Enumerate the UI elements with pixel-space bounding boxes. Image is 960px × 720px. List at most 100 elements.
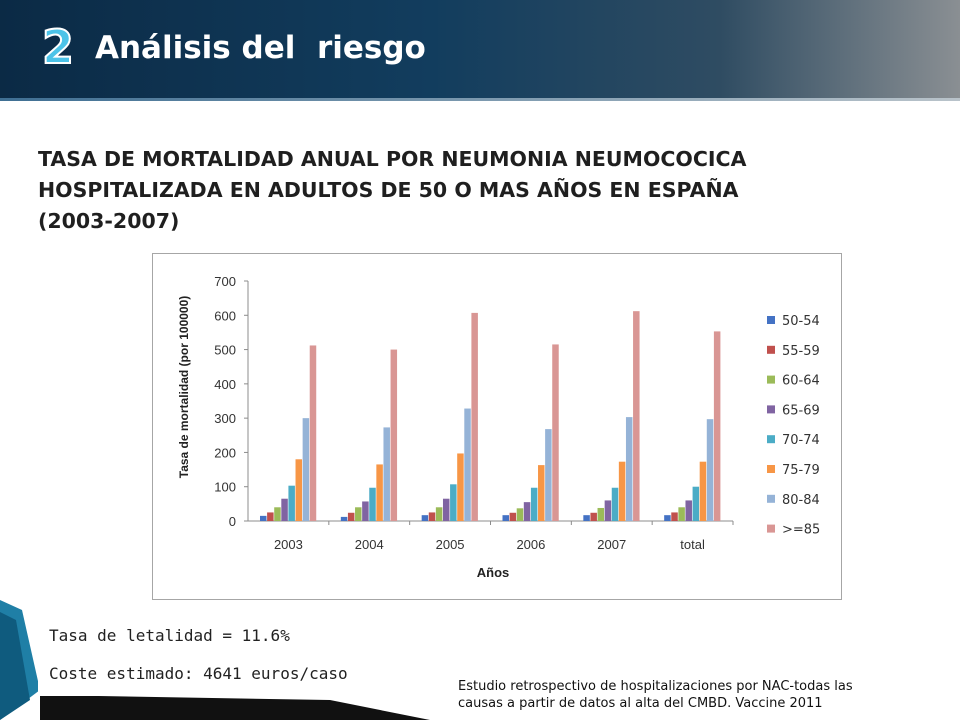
bar-2006-65-69 bbox=[523, 502, 531, 521]
bar-2007-65-69 bbox=[604, 500, 612, 521]
bar-2006->=85 bbox=[552, 344, 559, 521]
bar-2004-75-79 bbox=[376, 464, 383, 521]
legend-swatch-80-84 bbox=[767, 494, 775, 503]
chart-frame: 0 100 200 300 400 500 600 700 2003 2004 2005 2006 20… bbox=[152, 253, 842, 600]
footnote-line-1: Estudio retrospectivo de hospitalizacion… bbox=[458, 679, 853, 694]
bar-2007-50-54 bbox=[583, 515, 590, 521]
bar-2006-55-59 bbox=[509, 512, 517, 521]
y-tick-label: 0 bbox=[229, 514, 236, 529]
main-title: TASA DE MORTALIDAD ANUAL POR NEUMONIA NE… bbox=[38, 144, 918, 237]
bar-total->=85 bbox=[713, 331, 721, 521]
bottom-decoration bbox=[40, 695, 430, 720]
footnote-line-2: causas a partir de datos al alta del CMB… bbox=[458, 696, 823, 711]
bar-2007-80-84 bbox=[625, 417, 633, 521]
y-tick-label: 500 bbox=[214, 343, 236, 358]
x-tick-label: 2004 bbox=[355, 537, 384, 552]
header-divider bbox=[0, 98, 960, 101]
legend-swatch-75-79 bbox=[767, 465, 775, 473]
bar-2006-50-54 bbox=[502, 515, 509, 521]
chart-bars bbox=[260, 311, 721, 521]
x-tick-label: total bbox=[680, 537, 705, 552]
legend-label-70-74: 70-74 bbox=[782, 433, 820, 448]
bar-2005-65-69 bbox=[442, 498, 450, 521]
chart-axes: 0 100 200 300 400 500 600 700 2003 2004 2005 2006 20… bbox=[214, 274, 734, 552]
y-tick-label: 200 bbox=[214, 445, 236, 460]
bar-total-60-64 bbox=[678, 507, 685, 521]
y-tick-label: 100 bbox=[214, 480, 236, 495]
legend-label-75-79: 75-79 bbox=[782, 463, 820, 478]
bar-2004->=85 bbox=[390, 349, 398, 521]
bar-2007->=85 bbox=[633, 311, 640, 521]
header-bar bbox=[0, 0, 960, 100]
bar-total-70-74 bbox=[692, 486, 700, 521]
bar-2006-70-74 bbox=[530, 487, 538, 521]
bar-2007-55-59 bbox=[590, 512, 597, 521]
bar-2004-65-69 bbox=[362, 501, 369, 521]
y-tick-label: 700 bbox=[214, 274, 236, 289]
bar-2004-60-64 bbox=[355, 507, 362, 521]
bar-2005-55-59 bbox=[428, 512, 436, 521]
bar-2003-80-84 bbox=[302, 418, 310, 521]
bar-2007-75-79 bbox=[618, 461, 626, 521]
bar-2003-70-74 bbox=[288, 485, 295, 521]
header-title: Análisis del riesgo bbox=[95, 30, 426, 66]
bar-2007-60-64 bbox=[597, 507, 605, 521]
main-title-line-1: TASA DE MORTALIDAD ANUAL POR NEUMONIA NE… bbox=[38, 147, 747, 171]
main-title-line-3: (2003-2007) bbox=[38, 209, 180, 233]
bar-chart: 0 100 200 300 400 500 600 700 2003 2004 2005 2006 20… bbox=[177, 274, 820, 580]
bar-2006-75-79 bbox=[538, 465, 545, 521]
bar-2005->=85 bbox=[471, 312, 478, 521]
bar-2003-55-59 bbox=[267, 512, 274, 521]
bar-2004-70-74 bbox=[369, 487, 376, 521]
legend-swatch-65-69 bbox=[767, 405, 775, 414]
estimated-cost-text: Coste estimado: 4641 euros/caso bbox=[49, 664, 348, 683]
legend-label-60-64: 60-64 bbox=[782, 374, 820, 389]
bar-2005-70-74 bbox=[450, 484, 457, 521]
bar-2004-55-59 bbox=[347, 512, 355, 521]
x-axis-label: Años bbox=[477, 565, 510, 580]
legend-label-55-59: 55-59 bbox=[782, 344, 820, 359]
bar-2003->=85 bbox=[309, 345, 317, 521]
bar-total-80-84 bbox=[706, 419, 714, 521]
bar-2006-80-84 bbox=[545, 429, 552, 521]
x-tick-label: 2006 bbox=[516, 537, 545, 552]
legend-label-65-69: 65-69 bbox=[782, 403, 820, 418]
legend-label-50-54: 50-54 bbox=[782, 314, 820, 329]
x-tick-label: 2005 bbox=[436, 537, 465, 552]
bar-2003-60-64 bbox=[274, 507, 281, 521]
left-decoration-shade bbox=[0, 612, 30, 720]
legend-swatch->=85 bbox=[767, 524, 775, 533]
bar-2005-80-84 bbox=[464, 408, 471, 521]
legend-swatch-70-74 bbox=[767, 435, 775, 444]
y-tick-label: 300 bbox=[214, 411, 236, 426]
bar-2004-80-84 bbox=[383, 427, 390, 521]
left-decoration bbox=[0, 600, 40, 720]
source-footnote: Estudio retrospectivo de hospitalizacion… bbox=[458, 678, 958, 712]
lethality-rate-text: Tasa de letalidad = 11.6% bbox=[49, 626, 290, 645]
slide-number: 2 bbox=[41, 19, 75, 75]
legend-label-80-84: 80-84 bbox=[782, 493, 820, 508]
y-tick-label: 400 bbox=[214, 377, 236, 392]
bar-2003-50-54 bbox=[260, 515, 267, 521]
bar-2005-60-64 bbox=[435, 507, 443, 521]
legend-label->=85: >=85 bbox=[782, 523, 820, 538]
bar-total-65-69 bbox=[685, 500, 692, 521]
bar-total-55-59 bbox=[671, 512, 678, 521]
x-tick-label: 2007 bbox=[597, 537, 626, 552]
legend-swatch-50-54 bbox=[767, 316, 775, 324]
bar-2007-70-74 bbox=[611, 487, 619, 521]
bar-2005-75-79 bbox=[457, 453, 464, 521]
summary-box: Tasa de letalidad = 11.6% Coste estimado… bbox=[38, 620, 398, 696]
bar-2005-50-54 bbox=[421, 515, 429, 521]
main-title-line-2: HOSPITALIZADA EN ADULTOS DE 50 O MAS AÑO… bbox=[38, 178, 739, 202]
bar-2004-50-54 bbox=[340, 516, 348, 521]
bar-2003-65-69 bbox=[281, 498, 288, 521]
y-axis-label: Tasa de mortalidad (por 100000) bbox=[177, 296, 191, 479]
y-tick-label: 600 bbox=[214, 308, 236, 323]
legend-swatch-55-59 bbox=[767, 345, 775, 354]
bar-total-50-54 bbox=[664, 515, 671, 521]
bar-total-75-79 bbox=[699, 461, 707, 521]
chart-legend: 50-54 55-59 60-64 65-69 70-74 75-79 80-84 >=85 bbox=[767, 314, 820, 538]
legend-swatch-60-64 bbox=[767, 375, 775, 384]
x-tick-label: 2003 bbox=[274, 537, 303, 552]
